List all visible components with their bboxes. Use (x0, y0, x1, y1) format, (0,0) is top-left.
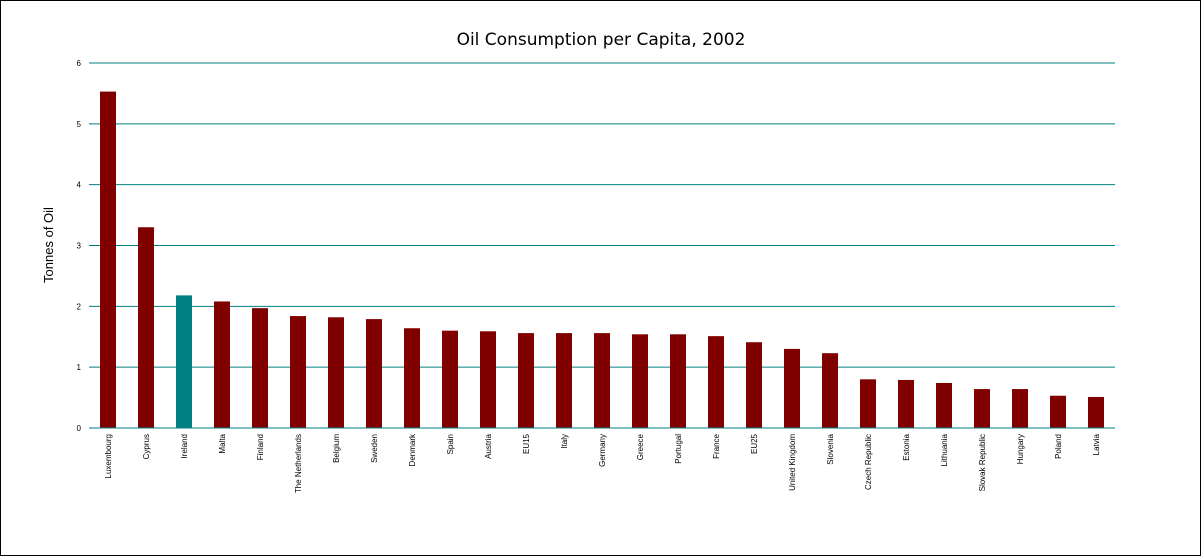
bar-denmark (404, 328, 420, 428)
x-tick-label: Lithuania (940, 433, 949, 466)
x-tick-label: Ireland (180, 434, 189, 458)
bar-united-kingdom (784, 348, 800, 428)
bars (100, 91, 1104, 428)
x-tick-label: Cyprus (142, 434, 151, 459)
y-tick-label: 0 (77, 424, 82, 433)
bar-slovak-republic (974, 389, 990, 428)
y-tick-label: 5 (77, 120, 82, 129)
bar-latvia (1088, 396, 1104, 428)
x-tick-label: Belgium (332, 434, 341, 463)
x-tick-label: Czech Republic (864, 434, 873, 490)
bar-italy (556, 333, 572, 428)
y-tick-label: 3 (77, 242, 82, 251)
x-tick-label: Slovenia (826, 433, 835, 464)
bar-spain (442, 330, 458, 428)
bar-slovenia (822, 353, 838, 428)
x-tick-label: Sweden (370, 434, 379, 463)
x-tick-label: France (712, 433, 721, 458)
bar-austria (480, 331, 496, 428)
x-tick-label: Italy (560, 434, 569, 449)
bar-poland (1050, 395, 1066, 428)
x-tick-label: Portugal (674, 434, 683, 464)
x-tick-label: Spain (446, 434, 455, 454)
bar-the-netherlands (290, 316, 306, 428)
x-tick-label: Germany (598, 434, 607, 467)
y-tick-label: 6 (77, 59, 82, 68)
x-tick-label: United Kingdom (788, 434, 797, 491)
bar-luxembourg (100, 91, 116, 428)
bar-eu25 (746, 342, 762, 428)
x-tick-label: Poland (1054, 434, 1063, 459)
x-tick-label: The Netherlands (294, 434, 303, 493)
bar-czech-republic (860, 379, 876, 428)
x-tick-label: EU15 (522, 433, 531, 454)
x-tick-label: Denmark (408, 433, 417, 466)
y-axis-label: Tonnes of Oil (41, 207, 56, 283)
x-tick-label: Finland (256, 434, 265, 460)
bar-hungary (1012, 389, 1028, 428)
bar-france (708, 336, 724, 428)
bar-eu15 (518, 333, 534, 428)
bar-belgium (328, 317, 344, 428)
bar-cyprus (138, 227, 154, 428)
x-tick-label: Estonia (902, 433, 911, 460)
bar-estonia (898, 379, 914, 428)
x-tick-label: Malta (218, 433, 227, 453)
bar-sweden (366, 319, 382, 428)
bar-greece (632, 334, 648, 428)
x-tick-label: Slovak Republic (978, 434, 987, 491)
bar-malta (214, 301, 230, 428)
y-axis-ticks: 0 1 2 3 4 5 6 (77, 59, 82, 433)
bar-portugal (670, 334, 686, 428)
category-labels: Luxembourg Cyprus Ireland Malta Finland The N… (104, 433, 1101, 493)
bar-finland (252, 308, 268, 428)
x-tick-label: EU25 (750, 433, 759, 454)
x-tick-label: Austria (484, 433, 493, 458)
y-tick-label: 1 (77, 363, 82, 372)
x-tick-label: Luxembourg (104, 434, 113, 478)
y-tick-label: 4 (77, 181, 82, 190)
bar-lithuania (936, 382, 952, 428)
chart-title: Oil Consumption per Capita, 2002 (457, 30, 746, 50)
bar-ireland (176, 295, 192, 428)
bar-germany (594, 333, 610, 428)
x-tick-label: Greece (636, 433, 645, 460)
x-tick-label: Latvia (1092, 433, 1101, 455)
x-tick-label: Hungary (1016, 434, 1025, 464)
y-tick-label: 2 (77, 302, 82, 311)
gridlines (89, 62, 1115, 368)
